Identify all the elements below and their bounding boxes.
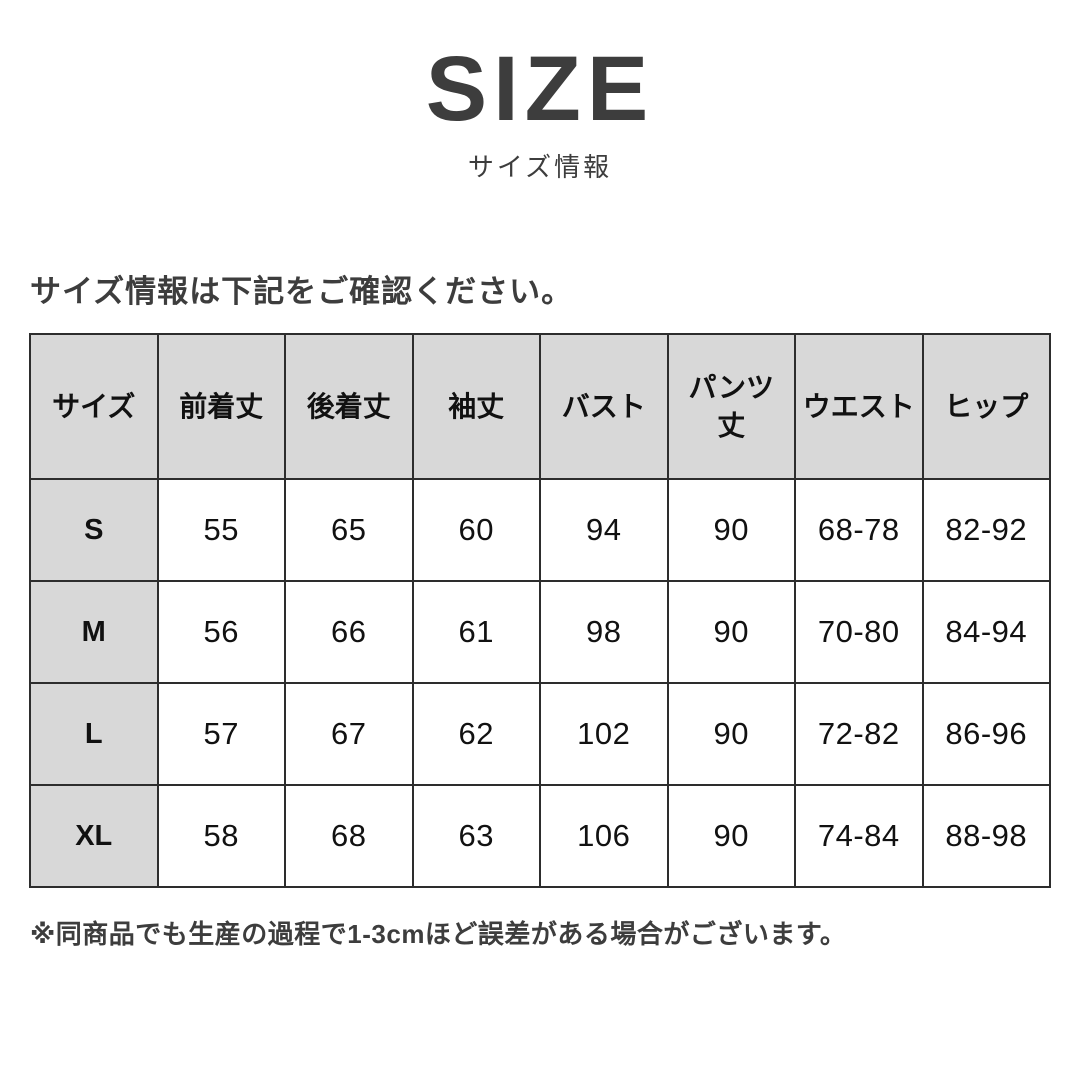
size-table-body: S 55 65 60 94 90 68-78 82-92 M 56 66 61 98 90 70-80 84-…	[29, 478, 1051, 889]
column-header: パンツ 丈	[666, 333, 796, 481]
table-row: M 56 66 61 98 90 70-80 84-94	[29, 580, 1051, 685]
measurement-cell: 56	[156, 580, 286, 685]
column-header: 袖丈	[411, 333, 541, 481]
measurement-cell: 82-92	[921, 478, 1051, 583]
measurement-cell: 90	[666, 682, 796, 787]
measurement-cell: 60	[411, 478, 541, 583]
measurement-cell: 62	[411, 682, 541, 787]
note-text: ※同商品でも生産の過程で1-3cmほど誤差がある場合がございます。	[30, 919, 847, 950]
measurement-cell: 68	[284, 784, 414, 889]
measurement-cell: 90	[666, 478, 796, 583]
measurement-cell: 72-82	[794, 682, 924, 787]
size-label-cell: L	[29, 682, 159, 787]
measurement-cell: 70-80	[794, 580, 924, 685]
size-table-header-row: サイズ 前着丈 後着丈 袖丈 バスト パンツ 丈ウエスト ヒップ	[29, 333, 1051, 481]
column-header: ヒップ	[921, 333, 1051, 481]
measurement-cell: 98	[539, 580, 669, 685]
measurement-cell: 94	[539, 478, 669, 583]
measurement-cell: 74-84	[794, 784, 924, 889]
measurement-cell: 90	[666, 784, 796, 889]
measurement-cell: 58	[156, 784, 286, 889]
measurement-cell: 57	[156, 682, 286, 787]
column-header: 前着丈	[156, 333, 286, 481]
page-title: SIZE	[425, 38, 655, 140]
measurement-cell: 61	[411, 580, 541, 685]
measurement-cell: 90	[666, 580, 796, 685]
size-label-cell: M	[29, 580, 159, 685]
size-table: サイズ 前着丈 後着丈 袖丈 バスト パンツ 丈ウエスト ヒップ S 55 65 60 94 90 68…	[29, 333, 1051, 889]
measurement-cell: 88-98	[921, 784, 1051, 889]
table-row: L 57 67 62 102 90 72-82 86-96	[29, 682, 1051, 787]
page-subtitle: サイズ情報	[467, 152, 613, 183]
column-header: ウエスト	[794, 333, 924, 481]
table-row: S 55 65 60 94 90 68-78 82-92	[29, 478, 1051, 583]
measurement-cell: 66	[284, 580, 414, 685]
size-table-head: サイズ 前着丈 後着丈 袖丈 バスト パンツ 丈ウエスト ヒップ	[29, 333, 1051, 481]
measurement-cell: 67	[284, 682, 414, 787]
size-label-cell: XL	[29, 784, 159, 889]
hero-header: SIZE サイズ情報	[0, 0, 1080, 184]
size-label-cell: S	[29, 478, 159, 583]
measurement-cell: 65	[284, 478, 414, 583]
table-row: XL 58 68 63 106 90 74-84 88-98	[29, 784, 1051, 889]
measurement-cell: 84-94	[921, 580, 1051, 685]
column-header: サイズ	[29, 333, 159, 481]
measurement-cell: 68-78	[794, 478, 924, 583]
column-header: 後着丈	[284, 333, 414, 481]
measurement-cell: 63	[411, 784, 541, 889]
column-header: バスト	[539, 333, 669, 481]
measurement-cell: 106	[539, 784, 669, 889]
measurement-cell: 102	[539, 682, 669, 787]
measurement-cell: 86-96	[921, 682, 1051, 787]
measurement-cell: 55	[156, 478, 286, 583]
intro-text: サイズ情報は下記をご確認ください。	[30, 274, 574, 310]
